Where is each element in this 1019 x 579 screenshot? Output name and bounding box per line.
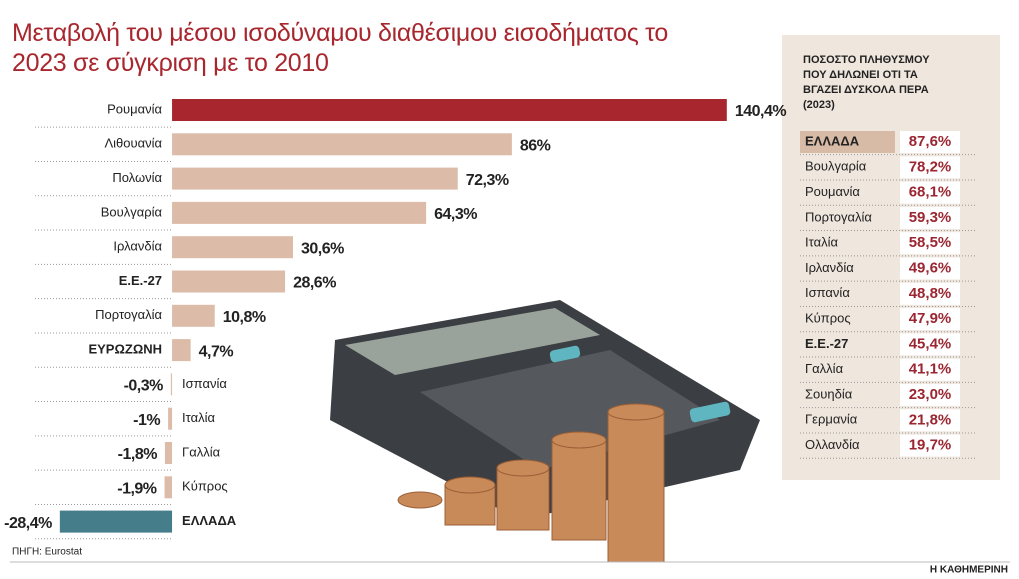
brand: Η ΚΑΘΗΜΕΡΙΝΗ: [930, 565, 1008, 576]
value-box: [900, 282, 960, 305]
country: Ιρλανδία: [805, 260, 854, 275]
value-label: 64,3%: [434, 206, 477, 223]
value-box: [900, 257, 960, 280]
category-label: Ε.Ε.-27: [119, 273, 162, 288]
category-label: ΕΥΡΩΖΩΝΗ: [88, 342, 162, 357]
value-box: [900, 409, 960, 432]
chart-title: Μεταβολή του μέσου ισοδύναμου διαθέσιμου…: [12, 19, 668, 77]
country: Πορτογαλία: [805, 209, 872, 224]
category-label: Γαλλία: [182, 444, 221, 459]
value-box: [900, 156, 960, 179]
country: Ε.Ε.-27: [805, 336, 848, 351]
source: ΠΗΓΗ: Eurostat: [12, 547, 82, 558]
table-value: 49,6%: [909, 259, 952, 276]
value-label: 28,6%: [293, 275, 336, 292]
illustration: [330, 300, 760, 563]
value-box: [900, 358, 960, 381]
table-panel: [782, 35, 1000, 480]
row-highlight: [800, 131, 895, 153]
bar: [168, 407, 173, 430]
category-label: Ισπανία: [182, 376, 227, 391]
value-box: [900, 308, 960, 331]
value-label: 72,3%: [466, 172, 509, 189]
country: Ιταλία: [805, 235, 838, 250]
value-label: 140,4%: [735, 103, 787, 120]
category-label: Βουλγαρία: [101, 204, 163, 219]
value-box: [900, 181, 960, 204]
value-box: [900, 333, 960, 356]
table-value: 87,6%: [909, 133, 952, 150]
bar: [59, 510, 173, 533]
table-value: 23,0%: [909, 386, 952, 403]
country: Βουλγαρία: [805, 159, 867, 174]
value-label: -1%: [133, 412, 160, 429]
country: ΕΛΛΑΔΑ: [805, 133, 860, 148]
table-title: (2023): [803, 99, 835, 111]
category-label: Κύπρος: [182, 479, 228, 494]
country: Ισπανία: [805, 285, 850, 300]
bar: [172, 167, 458, 190]
table-value: 47,9%: [909, 310, 952, 327]
category-label: Ιρλανδία: [113, 239, 162, 254]
value-label: 30,6%: [301, 240, 344, 257]
bar: [164, 476, 173, 499]
category-label: ΕΛΛΑΔΑ: [182, 513, 237, 528]
table-value: 78,2%: [909, 158, 952, 175]
category-label: Πορτογαλία: [95, 307, 162, 322]
value-box: [900, 131, 960, 153]
value-box: [900, 384, 960, 406]
bar: [172, 133, 512, 156]
value-label: -0,3%: [124, 378, 164, 395]
bar: [172, 270, 286, 293]
value-label: -28,4%: [4, 515, 52, 532]
table-value: 48,8%: [909, 285, 952, 302]
bar: [172, 99, 727, 121]
value-label: -1,9%: [117, 481, 157, 498]
country: Γαλλία: [805, 361, 844, 376]
table-value: 45,4%: [909, 335, 952, 352]
value-box: [900, 232, 960, 255]
table-title: ΠΟΥ ΔΗΛΩΝΕΙ ΟΤΙ ΤΑ: [803, 69, 918, 81]
table-value: 68,1%: [909, 184, 952, 201]
table-value: 58,5%: [909, 234, 952, 251]
value-label: -1,8%: [118, 446, 158, 463]
country: Ολλανδία: [805, 437, 860, 452]
country: Ρουμανία: [805, 184, 860, 199]
category-label: Λιθουανία: [104, 136, 162, 151]
value-box: [900, 434, 960, 457]
value-label: 86%: [520, 138, 551, 155]
table-title: ΠΟΣΟΣΤΟ ΠΛΗΘΥΣΜΟΥ: [803, 54, 930, 66]
table-value: 21,8%: [909, 411, 952, 428]
value-box: [900, 206, 960, 229]
bar: [172, 236, 293, 259]
country: Γερμανία: [805, 412, 858, 427]
value-label: 4,7%: [199, 343, 234, 360]
table-value: 41,1%: [909, 361, 952, 378]
category-label: Πολωνία: [112, 170, 162, 185]
bar: [164, 442, 173, 464]
category-label: Ρουμανία: [107, 101, 162, 116]
table-value: 19,7%: [909, 437, 952, 454]
value-label: 10,8%: [223, 309, 266, 326]
country: Σουηδία: [805, 386, 853, 401]
bar: [172, 304, 215, 327]
bar: [172, 339, 191, 362]
category-label: Ιταλία: [182, 410, 215, 425]
bar: [172, 201, 427, 224]
table-title: ΒΓΑΖΕΙ ΔΥΣΚΟΛΑ ΠΕΡΑ: [803, 84, 929, 96]
country: Κύπρος: [805, 311, 851, 326]
table-value: 59,3%: [909, 209, 952, 226]
bar: [170, 373, 173, 396]
